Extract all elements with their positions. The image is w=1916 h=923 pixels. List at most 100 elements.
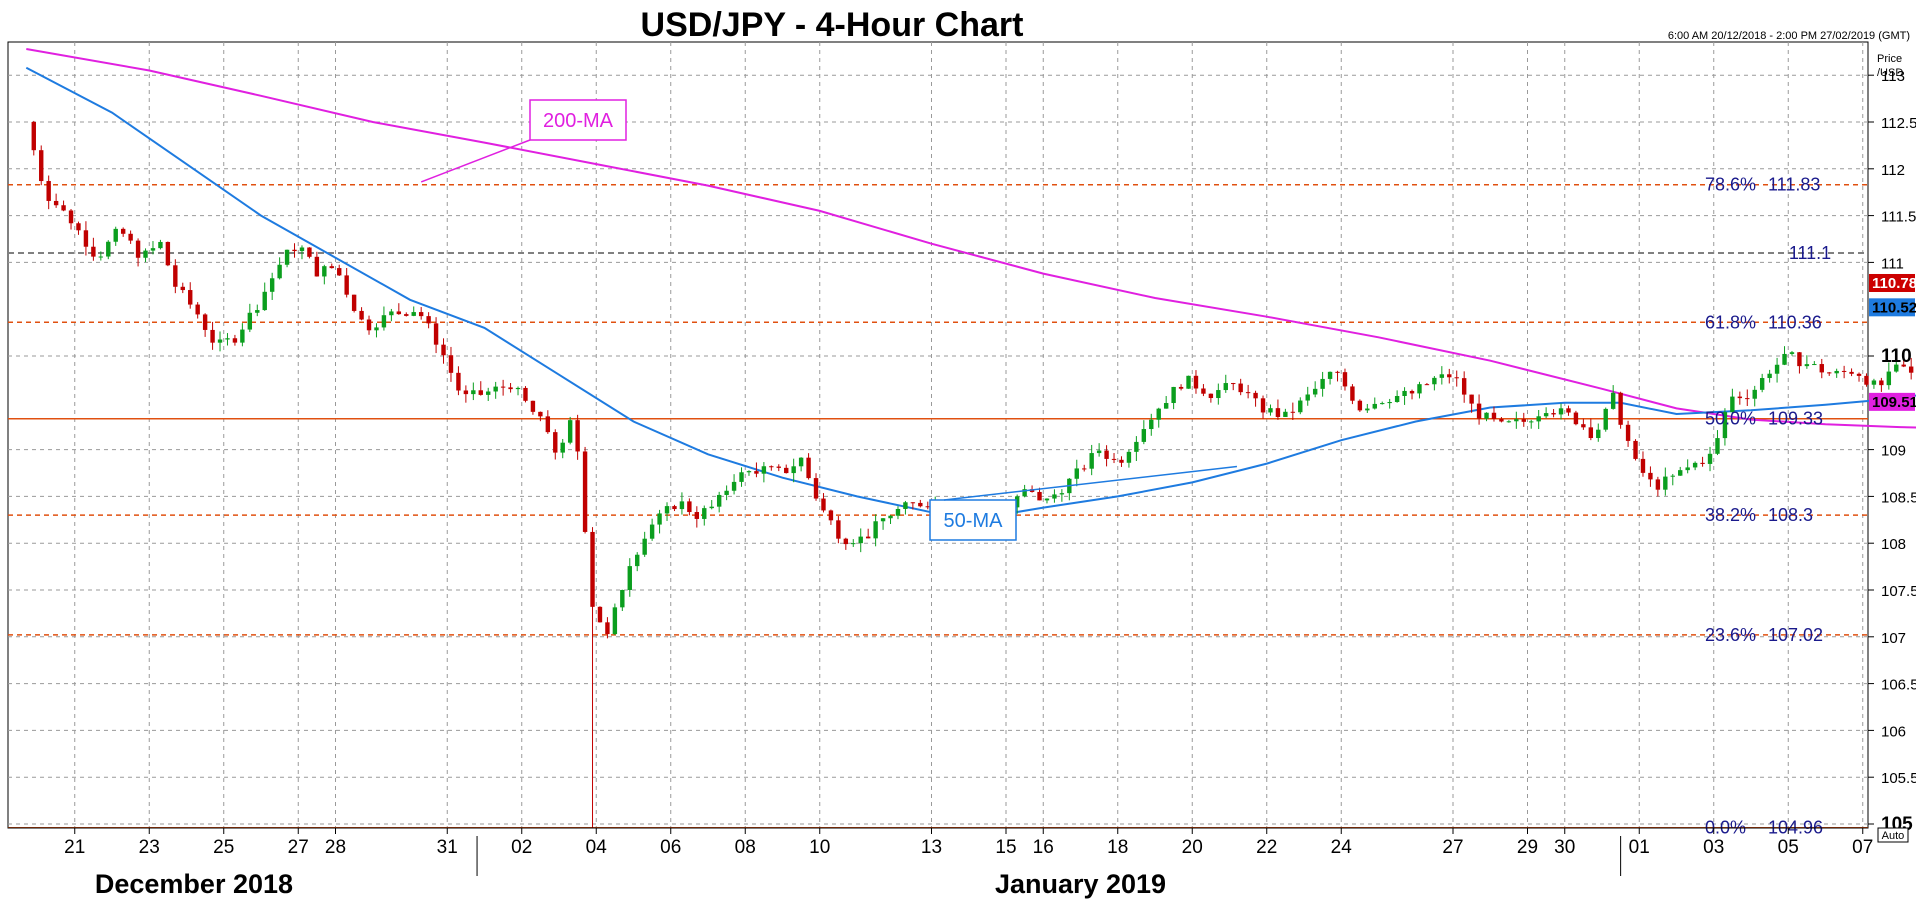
candle-down [31, 122, 36, 151]
candle-up [247, 312, 253, 330]
candle-down [523, 387, 528, 401]
candle-up [649, 524, 655, 539]
candle-up [217, 339, 223, 343]
candle-down [165, 241, 171, 266]
candle-up [1298, 400, 1303, 413]
candle-down [426, 316, 431, 324]
auto-scale-button[interactable] [1877, 827, 1909, 843]
candle-down [329, 266, 334, 269]
moving-averages [25, 48, 1916, 519]
candle-up [1223, 383, 1228, 391]
candle-up [1365, 408, 1370, 411]
candle-down [337, 268, 342, 276]
candle-down [1566, 408, 1571, 413]
candle-down [135, 240, 141, 258]
price-tag-box [1869, 298, 1915, 317]
candle-down [1499, 418, 1504, 422]
candle-down [1849, 371, 1854, 374]
candle-down [202, 314, 208, 330]
candle-up [1014, 496, 1020, 508]
candle-down [1633, 440, 1638, 459]
candle-up [739, 472, 744, 482]
candle-up [1387, 402, 1392, 404]
candle-up [1529, 421, 1534, 423]
candle-down [553, 432, 558, 453]
price-tick-label: 112 [1881, 162, 1905, 179]
time-tick-label: 29 [1517, 837, 1538, 858]
candle-up [873, 521, 878, 539]
candle-down [1245, 392, 1251, 394]
time-tick-label: 31 [437, 837, 458, 858]
candle-up [374, 327, 379, 331]
time-tick-label: 20 [1182, 837, 1203, 858]
price-tick-label: 113 [1881, 68, 1905, 85]
resistance-label: 111.1 [1789, 243, 1831, 263]
candle-down [1424, 384, 1430, 386]
candle-down [1841, 370, 1847, 372]
candle-up [1871, 380, 1877, 385]
candle-down [500, 386, 506, 388]
candle-up [1752, 389, 1757, 399]
candle-up [635, 554, 640, 567]
ma200-label-box [529, 99, 627, 141]
candle-up [620, 589, 625, 608]
candle-down [1745, 398, 1750, 400]
candle-down [754, 471, 759, 474]
time-tick-label: 25 [213, 837, 234, 858]
candle-down [582, 451, 588, 532]
candle-up [1789, 352, 1795, 354]
candle-up [284, 249, 290, 265]
candle-down [307, 247, 312, 257]
candle-down [813, 478, 819, 499]
candle-down [1260, 398, 1266, 413]
candle-down [836, 520, 841, 539]
candle-up [657, 513, 662, 525]
time-tick-label: 18 [1107, 837, 1128, 858]
price-tick-label: 105.5 [1881, 770, 1916, 787]
candle-down [120, 228, 126, 234]
candle-down [232, 338, 238, 343]
candle-up [1372, 403, 1377, 409]
candle-down [210, 329, 215, 343]
candle-down [1111, 458, 1117, 460]
candle-down [478, 390, 483, 395]
candle-down [784, 467, 789, 474]
candlesticks [31, 120, 1914, 828]
candle-up [1603, 408, 1608, 430]
candle-up [1432, 377, 1437, 385]
candle-down [530, 400, 536, 412]
candle-up [1894, 364, 1899, 372]
candle-down [433, 323, 439, 345]
price-tick-label: 111.5 [1881, 209, 1916, 226]
candle-up [389, 311, 394, 316]
candle-down [1618, 392, 1623, 425]
candle-up [1834, 370, 1839, 374]
ma200-pointer [420, 139, 531, 183]
price-tick-label: 106.5 [1881, 677, 1916, 694]
candle-up [225, 338, 230, 340]
time-tick-label: 16 [1033, 837, 1054, 858]
candle-down [292, 249, 297, 252]
ma50-label: 50-MA [944, 510, 1004, 532]
candle-up [1096, 450, 1102, 454]
candle-up [299, 247, 305, 252]
candle-up [612, 607, 618, 635]
candle-down [61, 205, 66, 211]
candle-up [143, 250, 148, 258]
candle-down [1700, 462, 1705, 464]
candle-down [456, 372, 461, 391]
date-range: 6:00 AM 20/12/2018 - 2:00 PM 27/02/2019 … [1668, 30, 1910, 42]
candle-down [1901, 364, 1906, 367]
candle-down [1588, 427, 1594, 439]
candle-up [1685, 467, 1690, 471]
candle-up [1268, 408, 1273, 413]
candle-down [1827, 372, 1832, 374]
candle-down [1357, 400, 1363, 411]
time-axis: 21 23 25 27 28 31 02 04 06 08 10 13 15 16 18 20 22 24 27 29… [8, 827, 1873, 899]
fib-percent-label: 61.8% [1705, 312, 1756, 332]
candle-up [269, 278, 275, 292]
time-tick-label: 24 [1331, 837, 1353, 858]
candle-up [1134, 441, 1139, 452]
candle-up [1402, 390, 1407, 396]
candle-down [687, 501, 692, 513]
